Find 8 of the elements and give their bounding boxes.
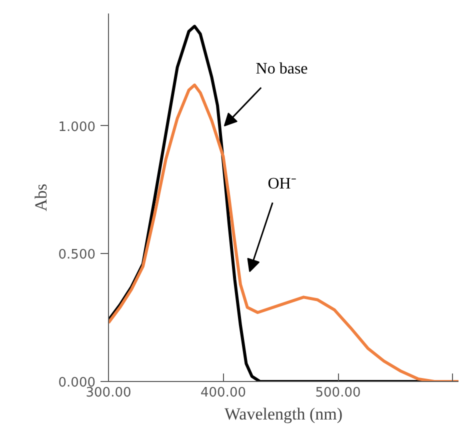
x-axis-title: Wavelength (nm) <box>224 404 343 424</box>
text: No base <box>256 60 308 78</box>
x-tick-label: 400.00 <box>200 386 246 400</box>
x-tick-label: 500.00 <box>315 386 361 400</box>
text: OH⁻ <box>268 175 296 192</box>
y-axis-title: Abs <box>31 184 50 212</box>
y-tick-label: 1.000 <box>58 120 96 135</box>
y-tick-label: 0.500 <box>58 248 96 263</box>
